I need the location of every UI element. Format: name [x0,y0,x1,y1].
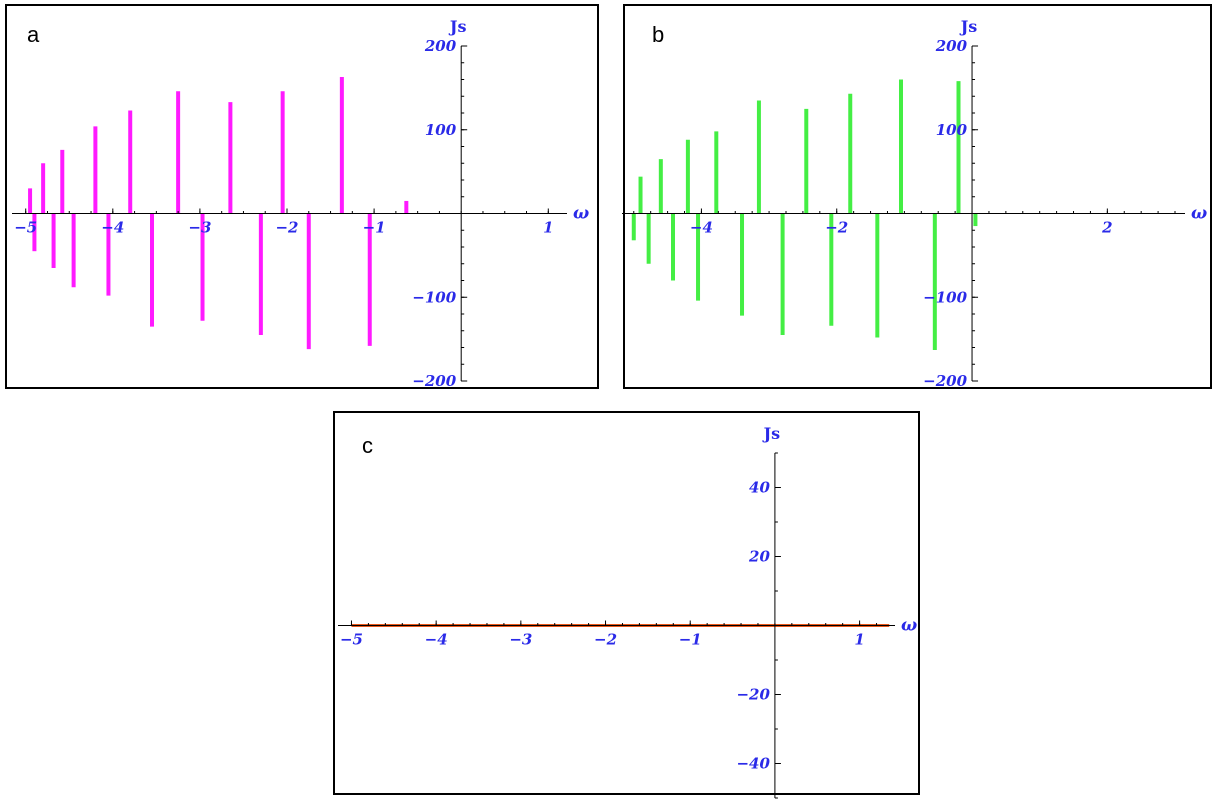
x-tick-label: −4 [690,219,713,237]
x-axis-title: ω [901,616,917,636]
y-tick-label: −40 [736,755,770,773]
panel-label-a: a [27,22,40,47]
y-tick-label: −100 [412,288,456,306]
y-tick-label: 200 [935,37,968,55]
y-axis-title: Js [448,17,467,36]
x-tick-label: −5 [340,631,363,649]
y-tick-label: −200 [412,372,456,390]
x-tick-label: −4 [425,631,448,649]
chart-c-svg: −5 −4 −3 −2 −1 1 40 20 −20 −40 Js ω [338,424,917,799]
x-tick-label: −1 [679,631,702,649]
y-axis-title: Js [762,424,781,443]
y-tick-label: 20 [748,548,770,566]
chart-b-svg: −4 −2 2 200 100 −100 −200 Js ω [622,17,1207,390]
x-tick-label: −1 [363,219,386,237]
chart-panel-c: c −5 −4 −3 −2 −1 1 40 20 −20 −40 Js ω [333,411,920,799]
y-tick-label: 100 [936,121,968,139]
x-tick-label: 2 [1101,219,1112,237]
x-axis-title: ω [1191,204,1207,224]
panel-label-b: b [652,22,665,47]
y-tick-label: 40 [749,479,770,497]
chart-a-svg: −5 −4 −3 −2 −1 1 200 100 −100 −200 Js ω [12,17,589,390]
x-tick-label: 1 [854,631,864,649]
y-tick-label: −100 [923,288,967,306]
chart-panel-b: b −4 −2 2 200 100 −100 −200 Js ω [622,4,1212,390]
x-tick-label: −2 [275,219,298,237]
x-tick-label: −3 [188,219,211,237]
x-axis-title: ω [573,204,589,224]
x-tick-label: 1 [543,219,553,237]
y-tick-label: 100 [425,121,457,139]
y-tick-label: −200 [923,372,967,390]
x-tick-label: −4 [101,219,124,237]
y-tick-label: −20 [736,686,770,704]
x-tick-label: −3 [509,631,532,649]
x-tick-label: −2 [825,219,848,237]
y-axis-title: Js [959,17,978,36]
y-tick-label: 200 [424,37,457,55]
x-tick-label: −5 [14,219,37,237]
panel-label-c: c [362,433,373,458]
x-tick-label: −2 [594,631,617,649]
chart-panel-a: a −5 −4 −3 −2 −1 1 200 100 −100 −200 Js ω [5,4,599,390]
